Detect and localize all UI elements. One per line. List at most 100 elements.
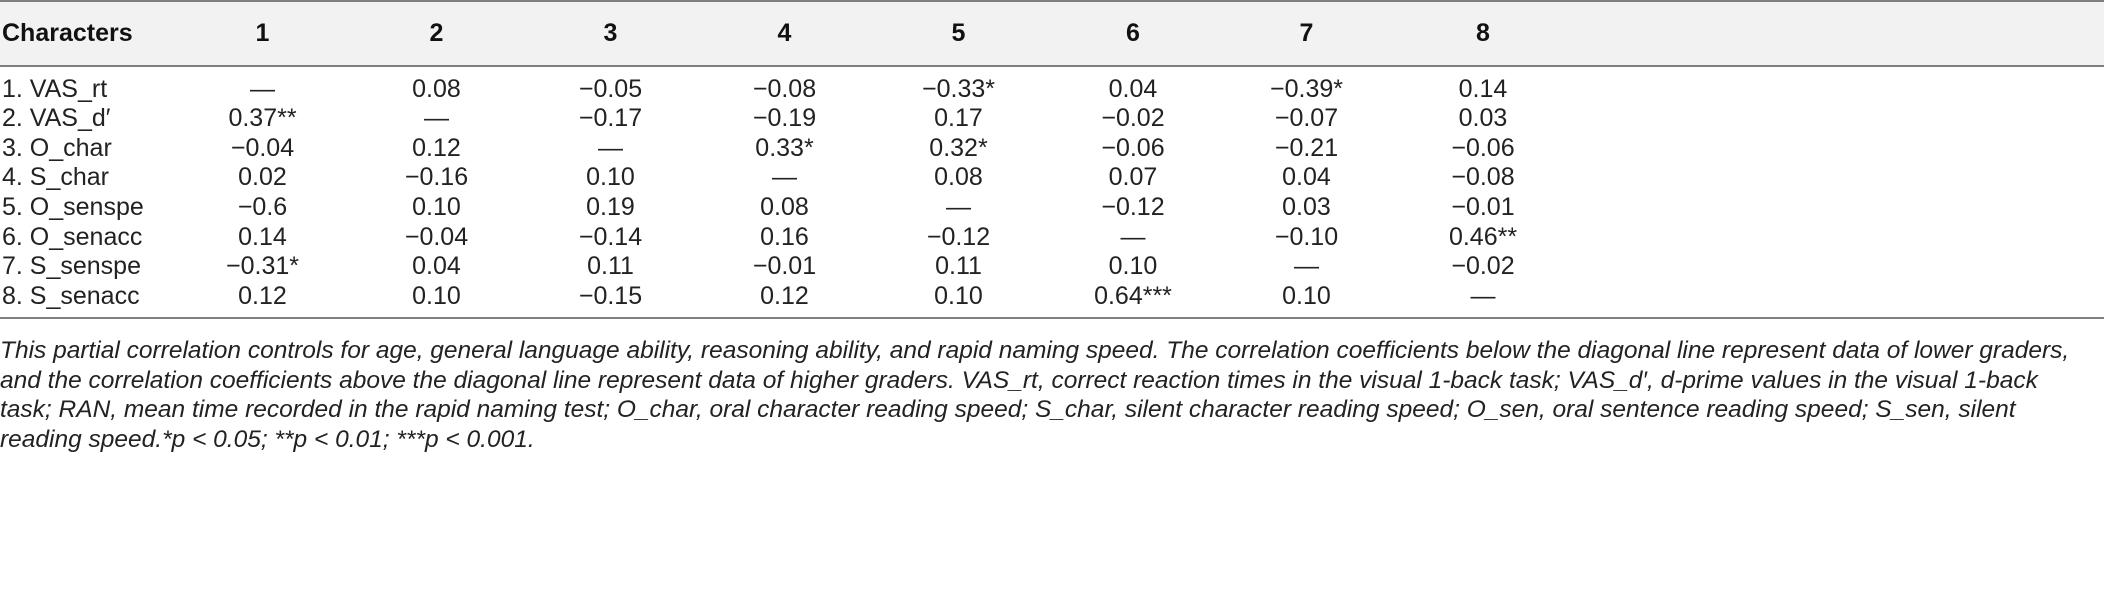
correlation-value-cell: −0.31* [226, 252, 299, 281]
correlation-value-cell: — [946, 193, 971, 222]
correlation-value-cell: 0.02 [238, 163, 287, 192]
table-row: 7. S_senspe −0.31* 0.04 0.11 −0.01 0.11 0.10 — −… [0, 252, 2104, 282]
row-label-cell: 1. VAS_rt [2, 75, 108, 103]
correlation-value-cell: — [1120, 222, 1146, 251]
correlation-value-cell: 0.03 [1458, 104, 1508, 133]
correlation-value-cell: 0.10 [586, 163, 635, 192]
correlation-value-cell: 0.19 [586, 193, 635, 222]
correlation-value-cell: −0.02 [1101, 104, 1165, 133]
correlation-value-cell: 0.33* [755, 133, 814, 162]
correlation-value-cell: −0.06 [1451, 133, 1515, 162]
header-cell-3: 3 [523, 0, 698, 67]
correlation-value-cell: 0.17 [934, 104, 983, 133]
correlation-value-cell: 0.07 [1108, 163, 1158, 192]
table-row: 4. S_char 0.02 −0.16 0.10 — 0.08 0.07 0.04 −0.08 [0, 163, 2104, 193]
correlation-value-cell: 0.04 [1282, 163, 1331, 192]
correlation-value-cell: 0.11 [935, 252, 982, 281]
row-label-cell: 6. O_senacc [2, 222, 143, 251]
correlation-value-cell: −0.04 [404, 222, 469, 251]
correlation-table: Characters 1 2 3 4 5 6 7 8 1. VAS_rt —0.0… [0, 0, 2104, 319]
row-spacer-cell [1573, 222, 2104, 252]
correlation-value-cell: — [1393, 281, 1573, 319]
correlation-value-cell: 0.11 [587, 252, 634, 281]
row-label-cell: 4. S_char [2, 163, 110, 192]
row-spacer-cell [1573, 66, 2104, 104]
correlation-value-cell: −0.12 [926, 222, 991, 251]
correlation-value-cell: 0.08 [760, 193, 809, 222]
row-label-cell: 8. S_senacc [0, 281, 175, 319]
row-spacer-cell [1573, 193, 2104, 223]
correlation-value-cell: 0.04 [1108, 75, 1158, 103]
header-cell-8: 8 [1393, 0, 1573, 67]
header-cell-4: 4 [698, 0, 871, 67]
row-spacer-cell [1573, 252, 2104, 282]
correlation-value-cell: — [598, 133, 623, 162]
header-cell-7: 7 [1220, 0, 1393, 67]
correlation-value-cell: — [1294, 252, 1319, 281]
correlation-value-cell: — [772, 163, 797, 192]
correlation-value-cell: −0.39* [1270, 75, 1343, 103]
correlation-value-cell: 0.10 [1108, 252, 1158, 281]
correlation-value-cell: — [424, 104, 449, 133]
correlation-value-cell: 0.08 [412, 75, 461, 103]
correlation-value-cell: 0.08 [934, 163, 983, 192]
row-label-cell: 2. VAS_d′ [2, 104, 111, 133]
correlation-value-cell: 0.12 [698, 281, 871, 319]
correlation-value-cell: 0.16 [760, 222, 809, 251]
correlation-value-cell: −0.02 [1451, 252, 1515, 281]
correlation-value-cell: 0.10 [1220, 281, 1393, 319]
table-body: 1. VAS_rt —0.08 −0.05 −0.08 −0.33* 0.04 −0.39*… [0, 66, 2104, 319]
correlation-value-cell: −0.05 [578, 75, 643, 103]
correlation-value-cell: −0.33* [922, 75, 995, 103]
row-label-cell: 7. S_senspe [2, 252, 141, 281]
correlation-value-cell: — [250, 75, 275, 103]
table-row: 2. VAS_d′ 0.37** — −0.17 −0.19 0.17 −0.02 −0.07… [0, 104, 2104, 134]
correlation-value-cell: 0.32* [929, 133, 988, 162]
table-row: 6. O_senacc 0.14 −0.04 −0.14 0.16 −0.12 — −0.10… [0, 222, 2104, 252]
correlation-value-cell: −0.12 [1101, 193, 1165, 222]
header-cell-1: 1 [175, 0, 350, 67]
header-cell-5: 5 [871, 0, 1046, 67]
table-row: 3. O_char −0.04 0.12 — 0.33* 0.32* −0.06 −0.21 −… [0, 134, 2104, 164]
row-label-cell: 5. O_senspe [2, 193, 144, 222]
table-row: 1. VAS_rt — 0.08 −0.05 −0.08 −0.33* 0.04 −0.39*… [0, 66, 2104, 104]
correlation-value-cell: −0.6 [237, 193, 288, 222]
correlation-value-cell: 0.03 [1282, 193, 1331, 222]
correlation-value-cell: −0.01 [1451, 193, 1515, 222]
correlation-value-cell: −0.07 [1274, 104, 1339, 133]
correlation-value-cell: 0.10 [350, 281, 523, 319]
table-row: 8. S_senacc 0.12 0.10 −0.15 0.12 0.10 0.64*** 0… [0, 281, 2104, 319]
correlation-value-cell: 0.12 [412, 133, 461, 162]
correlation-value-cell: −0.21 [1274, 133, 1339, 162]
correlation-value-cell: −0.01 [752, 252, 817, 281]
correlation-value-cell: 0.37** [228, 104, 297, 133]
correlation-value-cell: 0.10 [871, 281, 1046, 319]
header-cell-2: 2 [350, 0, 523, 67]
correlation-value-cell: −0.10 [1274, 222, 1339, 251]
correlation-value-cell: −0.06 [1101, 133, 1165, 162]
header-cell-6: 6 [1046, 0, 1220, 67]
correlation-value-cell: −0.04 [230, 133, 295, 162]
row-spacer-cell [1573, 104, 2104, 134]
row-spacer-cell [1573, 163, 2104, 193]
correlation-value-cell: −0.16 [404, 163, 469, 192]
table-header-row: Characters 1 2 3 4 5 6 7 8 [0, 0, 2104, 67]
correlation-value-cell: −0.17 [578, 104, 643, 133]
correlation-value-cell: 0.04 [412, 252, 461, 281]
row-label-cell: 3. O_char [2, 133, 112, 162]
header-cell-spacer [1573, 0, 2104, 67]
table-footnote: This partial correlation controls for ag… [0, 337, 2070, 453]
correlation-value-cell: −0.08 [752, 75, 817, 103]
table-row: 5. O_senspe −0.6 0.10 0.19 0.08 — −0.12 0.03 −0.… [0, 193, 2104, 223]
correlation-value-cell: −0.15 [523, 281, 698, 319]
correlation-value-cell: 0.64*** [1046, 281, 1220, 319]
row-spacer-cell [1573, 134, 2104, 164]
correlation-value-cell: 0.14 [238, 222, 287, 251]
header-cell-characters: Characters [0, 0, 175, 67]
correlation-value-cell: −0.19 [752, 104, 817, 133]
correlation-value-cell: 0.14 [1458, 75, 1508, 103]
correlation-value-cell: −0.14 [578, 222, 643, 251]
correlation-value-cell: 0.46** [1448, 222, 1518, 251]
correlation-value-cell: 0.12 [175, 281, 350, 319]
